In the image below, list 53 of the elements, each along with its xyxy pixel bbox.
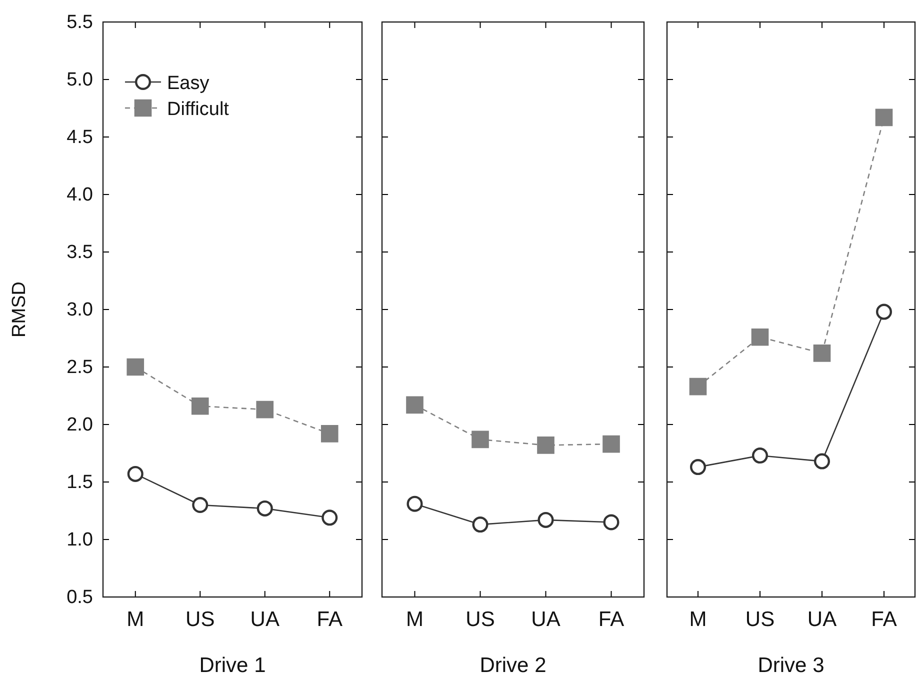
x-tick-label: FA xyxy=(316,608,342,631)
y-tick-label: 4.5 xyxy=(66,127,93,148)
point xyxy=(191,397,209,415)
x-tick-label: US xyxy=(466,608,495,631)
point xyxy=(690,459,706,476)
x-axis-title: Drive 1 xyxy=(199,654,266,677)
y-tick-label: 4.0 xyxy=(66,184,93,206)
point xyxy=(689,378,707,396)
point xyxy=(602,435,620,453)
x-tick-label: US xyxy=(186,608,215,631)
x-tick-label: UA xyxy=(531,608,560,631)
point xyxy=(256,400,274,418)
point xyxy=(322,510,338,526)
x-tick-label: M xyxy=(126,608,144,631)
point xyxy=(751,328,769,346)
point xyxy=(192,497,208,513)
point xyxy=(406,396,424,414)
x-tick-label: M xyxy=(406,608,424,631)
y-tick-label: 2.5 xyxy=(66,357,93,378)
x-tick-label: M xyxy=(689,608,707,631)
point xyxy=(472,430,489,448)
point xyxy=(876,304,892,320)
y-axis-title: RMSD xyxy=(9,282,30,338)
y-tick-label: 1.5 xyxy=(66,472,93,494)
x-tick-label: UA xyxy=(807,608,837,631)
point xyxy=(814,453,830,470)
point xyxy=(813,344,831,362)
point xyxy=(472,516,488,533)
y-tick-label: 2.0 xyxy=(66,414,93,436)
point xyxy=(256,500,273,516)
point xyxy=(320,425,338,442)
point xyxy=(875,108,893,126)
point xyxy=(538,512,554,528)
legend-label: Easy xyxy=(167,73,210,94)
point xyxy=(406,496,423,512)
point xyxy=(126,358,144,376)
x-tick-label: FA xyxy=(871,608,897,631)
y-tick-label: 5.0 xyxy=(66,70,93,91)
y-tick-label: 3.0 xyxy=(66,300,93,321)
point xyxy=(603,514,620,530)
y-tick-label: 3.5 xyxy=(66,242,93,264)
y-tick-label: 1.0 xyxy=(66,530,93,551)
y-tick-label: 0.5 xyxy=(66,587,93,608)
point xyxy=(537,436,554,454)
x-tick-label: US xyxy=(745,608,775,631)
legend-label: Difficult xyxy=(167,99,230,120)
x-axis-title: Drive 2 xyxy=(480,654,546,677)
x-tick-label: UA xyxy=(250,608,280,631)
x-tick-label: FA xyxy=(598,608,624,631)
y-tick-label: 5.5 xyxy=(66,12,93,34)
x-axis-title: Drive 3 xyxy=(758,654,824,677)
point xyxy=(752,448,768,464)
point xyxy=(127,466,144,482)
